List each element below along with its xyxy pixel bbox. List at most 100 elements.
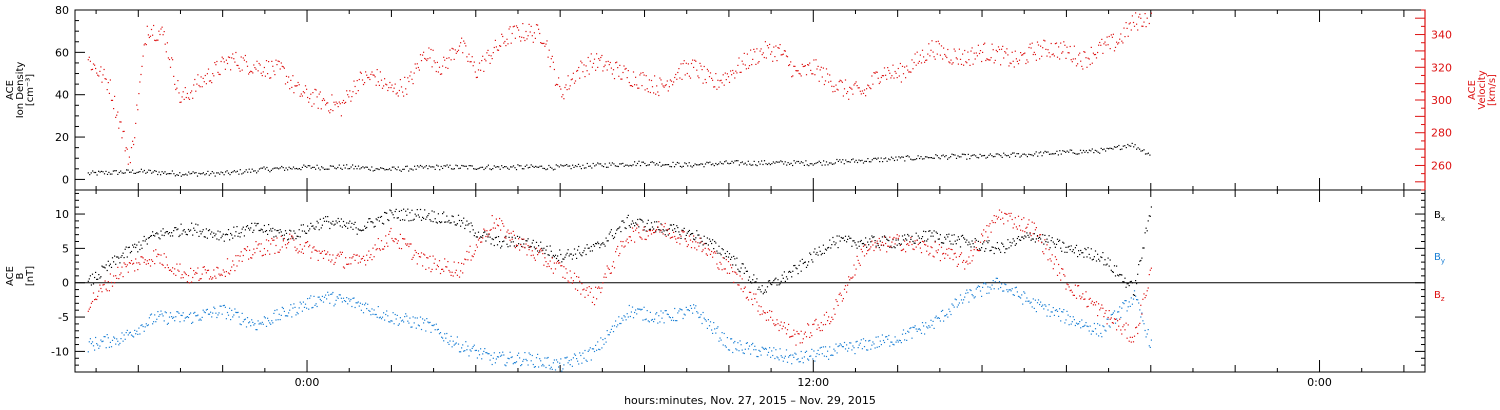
data-point bbox=[372, 313, 374, 315]
data-point bbox=[1000, 155, 1002, 157]
data-point bbox=[190, 267, 192, 269]
data-point bbox=[486, 230, 488, 232]
data-point bbox=[102, 171, 104, 173]
data-point bbox=[635, 309, 637, 311]
data-point bbox=[840, 161, 842, 163]
data-point bbox=[736, 273, 738, 275]
data-point bbox=[216, 60, 218, 63]
data-point bbox=[673, 224, 675, 226]
data-point bbox=[1106, 318, 1108, 320]
data-point bbox=[605, 166, 608, 168]
data-point bbox=[276, 64, 278, 66]
data-point bbox=[716, 164, 718, 166]
data-point bbox=[222, 305, 224, 307]
data-point bbox=[442, 65, 444, 67]
data-point bbox=[644, 89, 646, 91]
data-point bbox=[273, 312, 275, 314]
data-point bbox=[537, 24, 539, 26]
data-point bbox=[816, 328, 818, 330]
data-point bbox=[414, 165, 416, 167]
data-point bbox=[604, 163, 606, 165]
data-point bbox=[422, 318, 424, 320]
data-point bbox=[297, 313, 299, 315]
data-point bbox=[96, 174, 98, 176]
data-point bbox=[793, 160, 795, 162]
data-point bbox=[858, 262, 860, 264]
data-point bbox=[337, 166, 339, 169]
data-point bbox=[256, 247, 258, 249]
data-point bbox=[173, 230, 175, 232]
data-point bbox=[659, 229, 661, 231]
data-point bbox=[868, 340, 870, 342]
data-point bbox=[230, 232, 232, 235]
data-point bbox=[309, 297, 311, 299]
data-point bbox=[676, 241, 678, 243]
data-point bbox=[413, 218, 415, 220]
data-point bbox=[838, 345, 840, 347]
data-point bbox=[524, 39, 526, 42]
data-point bbox=[662, 85, 664, 87]
data-point bbox=[130, 260, 133, 262]
data-point bbox=[400, 86, 403, 88]
data-point bbox=[477, 168, 479, 170]
data-point bbox=[765, 291, 767, 293]
data-point bbox=[323, 168, 326, 170]
data-point bbox=[1083, 256, 1085, 258]
data-point bbox=[701, 69, 703, 71]
data-point bbox=[592, 162, 594, 165]
data-point bbox=[127, 163, 129, 165]
data-point bbox=[698, 234, 700, 236]
data-point bbox=[910, 237, 912, 239]
data-point bbox=[765, 348, 767, 350]
data-point bbox=[557, 260, 559, 262]
data-point bbox=[218, 73, 220, 75]
data-point bbox=[785, 349, 788, 351]
data-point bbox=[906, 65, 908, 67]
data-point bbox=[907, 69, 909, 71]
data-point bbox=[338, 101, 340, 103]
data-point bbox=[887, 67, 889, 69]
data-point bbox=[1047, 49, 1049, 51]
data-point bbox=[895, 237, 897, 239]
data-point bbox=[140, 73, 142, 76]
data-point bbox=[356, 168, 358, 170]
data-point bbox=[665, 310, 667, 312]
data-point bbox=[948, 157, 950, 159]
data-point bbox=[816, 353, 818, 355]
data-point bbox=[435, 221, 437, 223]
data-point bbox=[182, 312, 184, 314]
data-point bbox=[1067, 246, 1069, 248]
data-point bbox=[541, 42, 543, 44]
data-point bbox=[1115, 146, 1117, 148]
data-point bbox=[486, 352, 488, 354]
data-point bbox=[879, 81, 881, 83]
data-point bbox=[1026, 232, 1028, 234]
data-point bbox=[458, 219, 461, 222]
data-point bbox=[175, 227, 177, 229]
data-point bbox=[929, 230, 931, 232]
data-point bbox=[675, 163, 677, 166]
data-point bbox=[226, 62, 229, 65]
data-point bbox=[450, 168, 453, 170]
data-point bbox=[779, 283, 781, 285]
data-point bbox=[1116, 318, 1118, 320]
data-point bbox=[301, 230, 303, 232]
data-point bbox=[721, 162, 723, 165]
data-point bbox=[499, 352, 501, 354]
data-point bbox=[224, 234, 226, 236]
data-point bbox=[569, 165, 571, 167]
data-point bbox=[464, 227, 466, 230]
data-point bbox=[819, 330, 821, 332]
data-point bbox=[1051, 54, 1053, 56]
data-point bbox=[270, 228, 272, 230]
data-point bbox=[608, 233, 610, 235]
data-point bbox=[951, 63, 953, 65]
data-point bbox=[700, 241, 702, 243]
data-point bbox=[834, 244, 836, 246]
data-point bbox=[1016, 228, 1018, 230]
data-point bbox=[571, 365, 573, 367]
data-point bbox=[976, 286, 978, 288]
data-point bbox=[669, 224, 671, 226]
data-point bbox=[208, 313, 211, 315]
data-point bbox=[481, 166, 484, 168]
